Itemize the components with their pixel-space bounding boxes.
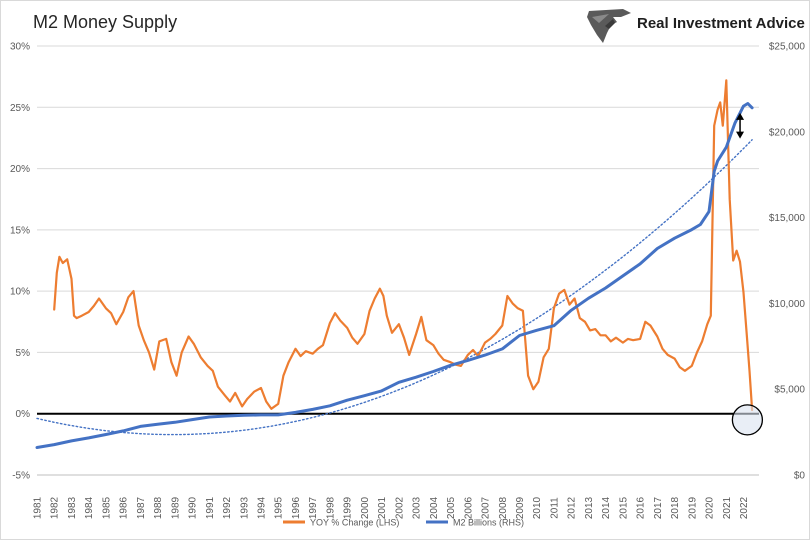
eagle-icon (587, 9, 631, 43)
x-axis-tick-label: 1995 (274, 496, 285, 519)
x-axis-tick-label: 2014 (601, 496, 612, 519)
x-axis-tick-label: 1996 (291, 496, 302, 519)
axes (37, 412, 759, 476)
x-axis-tick-label: 2018 (670, 496, 681, 519)
x-axis-tick-label: 2003 (412, 496, 423, 519)
x-axis-tick-label: 1982 (50, 496, 61, 519)
right-axis-tick-label: $0 (794, 471, 806, 482)
trendline-layer (36, 139, 753, 436)
x-axis-tick-label: 1994 (257, 496, 268, 519)
left-axis-tick-label: 15% (10, 225, 30, 236)
x-axis-tick-label: 2015 (618, 496, 629, 519)
arrow-up-icon (736, 112, 745, 120)
x-axis-tick-label: 1986 (119, 496, 130, 519)
left-axis-tick-label: 20% (10, 164, 30, 175)
annotations-layer (731, 112, 764, 436)
legend: YOY % Change (LHS) M2 Billions (RHS) (283, 518, 524, 528)
x-axis-tick-label: 1981 (33, 496, 44, 519)
left-axis-tick-label: 10% (10, 287, 30, 298)
x-axis-tick-label: 1988 (153, 496, 164, 519)
x-axis-tick-label: 2020 (705, 496, 716, 519)
series-layer (35, 79, 754, 449)
right-axis-tick-label: $20,000 (769, 127, 806, 138)
x-axis-tick-label: 2006 (463, 496, 474, 519)
x-axis-tick-label: 1984 (84, 496, 95, 519)
x-axis-tick-label: 2013 (584, 496, 595, 519)
x-axis-tick-label: 2001 (377, 496, 388, 519)
x-axis-tick-label: 2000 (360, 496, 371, 519)
highlight-circle (731, 404, 764, 436)
x-axis-tick-label: 2009 (515, 496, 526, 519)
yoy-change-series-line (53, 79, 754, 412)
x-axis-tick-label: 2016 (636, 496, 647, 519)
right-axis-tick-label: $5,000 (774, 385, 805, 396)
x-axis-tick-label: 2017 (653, 496, 664, 519)
left-axis-tick-label: 25% (10, 103, 30, 114)
x-axis-tick-label: 1989 (170, 496, 181, 519)
x-axis-tick-label: 2004 (429, 496, 440, 519)
x-axis-tick-label: 1987 (136, 496, 147, 519)
x-axis-tick-label: 1983 (67, 496, 78, 519)
legend-label: M2 Billions (RHS) (453, 518, 524, 528)
left-axis-tick-label: -5% (12, 471, 30, 482)
right-axis-tick-label: $25,000 (769, 42, 806, 53)
x-axis-tick-label: 2019 (687, 496, 698, 519)
right-axis-tick-label: $10,000 (769, 299, 806, 310)
left-axis-ticks: 30% 25% 20% 15% 10% 5% 0% -5% (10, 42, 30, 482)
m2-billions-series-line (35, 102, 754, 449)
x-axis-tick-label: 2012 (567, 496, 578, 519)
x-axis-tick-label: 1998 (325, 496, 336, 519)
x-axis-tick-label: 2022 (739, 496, 750, 519)
right-axis-tick-label: $15,000 (769, 213, 806, 224)
right-axis-ticks: $25,000 $20,000 $15,000 $10,000 $5,000 $0 (769, 42, 806, 482)
left-axis-tick-label: 30% (10, 42, 30, 53)
gridlines (37, 45, 759, 476)
x-axis-tick-label: 2008 (498, 496, 509, 519)
x-axis-tick-label: 2010 (532, 496, 543, 519)
chart-title: M2 Money Supply (33, 12, 177, 32)
x-axis-tick-label: 1991 (205, 496, 216, 519)
x-axis-tick-label: 2005 (446, 496, 457, 519)
x-axis-tick-label: 1993 (239, 496, 250, 519)
x-axis-tick-label: 1997 (308, 496, 319, 519)
arrow-down-icon (736, 131, 745, 139)
x-axis-tick-label: 2011 (549, 497, 560, 519)
x-axis-tick-label: 2007 (481, 496, 492, 519)
brand-name: Real Investment Advice (637, 15, 805, 32)
brand-logo: Real Investment Advice (587, 9, 805, 43)
x-axis-tick-label: 1990 (188, 496, 199, 519)
left-axis-tick-label: 0% (16, 409, 31, 420)
x-axis-tick-label: 1992 (222, 496, 233, 519)
left-axis-tick-label: 5% (16, 348, 31, 359)
x-axis-tick-label: 2021 (722, 496, 733, 519)
x-axis-tick-label: 2002 (394, 496, 405, 519)
x-axis-ticks: 1981 1982 1983 1984 1985 1986 1987 1988 1989 1990… (33, 496, 750, 519)
x-axis-tick-label: 1985 (101, 496, 112, 519)
m2-trendline (36, 139, 753, 436)
legend-label: YOY % Change (LHS) (310, 518, 399, 528)
x-axis-tick-label: 1999 (343, 496, 354, 519)
